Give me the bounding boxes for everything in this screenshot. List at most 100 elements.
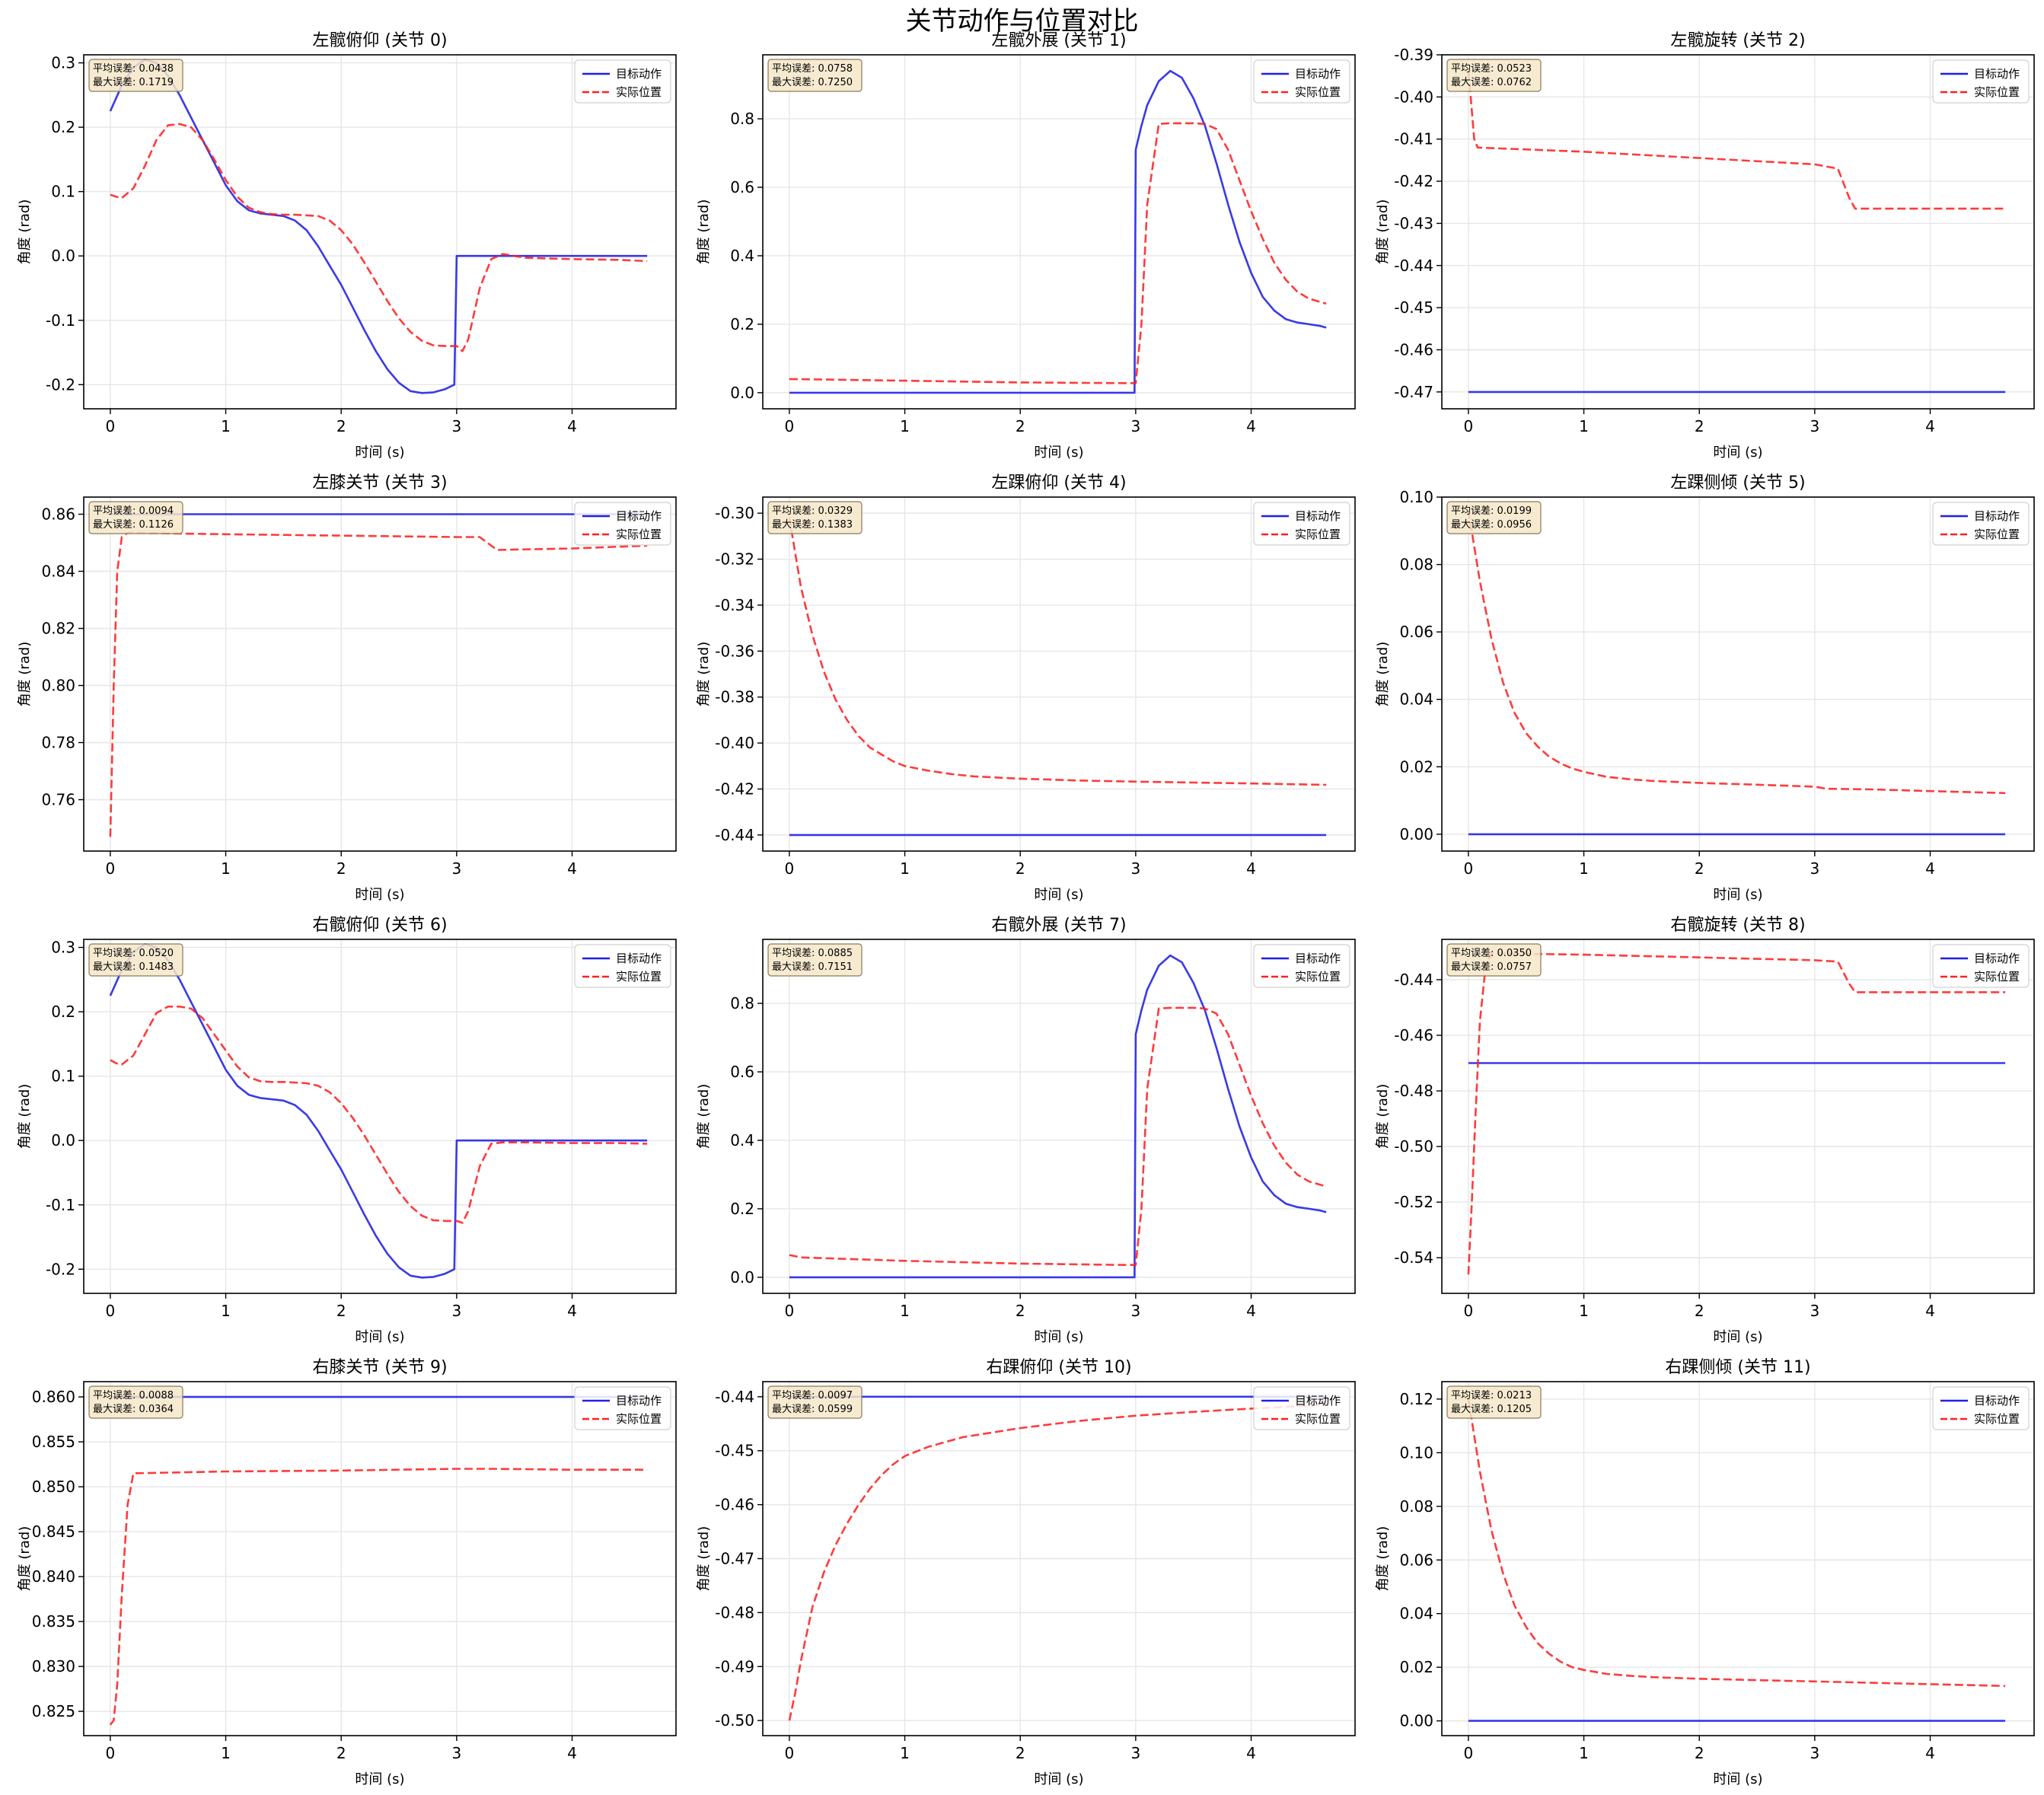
y-tick-label: 0.2 [51, 1003, 75, 1021]
actual-series-line [1467, 510, 2006, 795]
y-tick-label: -0.47 [1394, 383, 1433, 401]
y-tick-label: 0.825 [32, 1702, 75, 1720]
y-tick-label: 0.00 [1399, 825, 1433, 843]
x-tick-label: 2 [336, 1744, 346, 1762]
y-tick-label: -0.50 [1394, 1137, 1433, 1156]
y-tick-label: -0.43 [1394, 214, 1433, 232]
y-axis-label: 角度 (rad) [1375, 642, 1391, 707]
y-tick-label: 0.78 [41, 734, 75, 752]
mean-error-text: 平均误差: 0.0885 [772, 948, 853, 959]
error-box [1446, 943, 1542, 977]
y-tick-label: -0.1 [46, 311, 75, 330]
y-tick-label: 0.0 [730, 384, 754, 402]
x-tick-label: 3 [451, 417, 461, 435]
y-tick-label: -0.42 [715, 780, 754, 798]
y-tick-label: -0.44 [715, 826, 754, 844]
axes-frame [83, 54, 677, 410]
mean-error-text: 平均误差: 0.0520 [93, 948, 174, 959]
x-axis-label: 时间 (s) [1713, 445, 1762, 461]
x-tick-label: 2 [336, 859, 346, 878]
subplot-title: 左髋旋转 (关节 2) [1670, 31, 1805, 50]
x-tick-label: 4 [1925, 417, 1935, 435]
x-axis-label: 时间 (s) [1034, 1329, 1083, 1345]
max-error-text: 最大误差: 0.0599 [772, 1404, 853, 1415]
x-axis-label: 时间 (s) [1034, 887, 1083, 903]
error-box [88, 59, 183, 92]
error-annotation: 平均误差: 0.0885 最大误差: 0.7151 [767, 943, 863, 977]
error-box [1446, 59, 1542, 92]
error-box [767, 1385, 863, 1419]
y-tick-label: -0.34 [715, 596, 754, 614]
error-box [767, 501, 863, 534]
y-tick-label: -0.41 [1394, 130, 1433, 148]
legend-target-label: 目标动作 [1974, 509, 2020, 523]
y-axis-label: 角度 (rad) [17, 1084, 33, 1149]
x-axis-label: 时间 (s) [1034, 445, 1083, 461]
y-tick-label: -0.46 [1394, 1026, 1433, 1044]
x-tick-label: 0 [1464, 1302, 1474, 1320]
plot-area [1442, 497, 2034, 851]
y-tick-label: 0.12 [1399, 1390, 1433, 1408]
x-tick-label: 1 [900, 1744, 910, 1762]
y-axis-label: 角度 (rad) [17, 199, 33, 265]
y-tick-label: 0.830 [32, 1657, 75, 1675]
y-axis-label: 角度 (rad) [696, 1084, 712, 1149]
error-box [767, 59, 863, 92]
x-tick-label: 2 [1016, 417, 1025, 435]
max-error-text: 最大误差: 0.1205 [1451, 1404, 1532, 1415]
y-tick-label: -0.46 [1394, 341, 1433, 359]
target-series-line [789, 954, 1327, 1279]
subplot-title: 右髋旋转 (关节 8) [1670, 916, 1805, 935]
error-annotation: 平均误差: 0.0350 最大误差: 0.0757 [1446, 943, 1542, 977]
plot-area [84, 55, 676, 409]
y-axis-label: 角度 (rad) [17, 1526, 33, 1592]
error-annotation: 平均误差: 0.0097 最大误差: 0.0599 [767, 1385, 863, 1419]
legend-actual-label: 实际位置 [1974, 85, 2020, 99]
y-axis-label: 角度 (rad) [1375, 199, 1391, 265]
legend-target-label: 目标动作 [1974, 952, 2020, 965]
y-tick-label: -0.30 [715, 504, 754, 522]
target-series-line [789, 69, 1327, 394]
subplot-3: 0 1 2 3 4 0.76 0.78 0.80 0.82 0.84 0.86 左膝关节 (关节 3)… [17, 473, 677, 903]
max-error-text: 最大误差: 0.1719 [93, 77, 174, 88]
max-error-text: 最大误差: 0.0364 [93, 1404, 174, 1415]
error-box [88, 501, 183, 534]
mean-error-text: 平均误差: 0.0213 [1451, 1390, 1532, 1401]
subplot-title: 右膝关节 (关节 9) [312, 1358, 447, 1377]
actual-series-line [789, 122, 1327, 384]
x-tick-label: 0 [785, 1302, 795, 1320]
y-tick-label: 0.10 [1399, 488, 1433, 506]
y-tick-label: -0.48 [715, 1603, 754, 1621]
x-axis-label: 时间 (s) [1034, 1771, 1083, 1787]
subplot-2: 0 1 2 3 4 -0.47 -0.46 -0.45 -0.44 -0.43 -0.42 -0.41… [1375, 31, 2035, 461]
error-box [88, 943, 183, 977]
actual-series-line [788, 517, 1327, 786]
x-tick-label: 3 [451, 859, 461, 878]
subplot-8: 0 1 2 3 4 -0.54 -0.52 -0.50 -0.48 -0.46 -0.44 右髋旋转 … [1375, 916, 2035, 1345]
x-tick-label: 4 [1246, 1302, 1256, 1320]
x-tick-label: 4 [567, 1302, 577, 1320]
x-axis-label: 时间 (s) [355, 1771, 404, 1787]
x-tick-label: 0 [106, 1744, 116, 1762]
y-tick-label: 0.02 [1399, 1658, 1433, 1676]
y-tick-label: 0.845 [32, 1522, 75, 1541]
x-tick-label: 1 [221, 859, 231, 878]
actual-series-line [110, 1006, 648, 1224]
y-tick-label: -0.44 [1394, 257, 1433, 275]
legend-target-label: 目标动作 [616, 952, 662, 965]
y-tick-label: 0.835 [32, 1612, 75, 1631]
plot-area [763, 939, 1355, 1293]
error-box [767, 943, 863, 977]
x-tick-label: 1 [1579, 1744, 1589, 1762]
y-tick-label: 0.850 [32, 1478, 75, 1496]
legend-actual-label: 实际位置 [1974, 970, 2020, 984]
x-tick-label: 2 [1695, 417, 1704, 435]
x-tick-label: 4 [1925, 1302, 1935, 1320]
legend-target-label: 目标动作 [1974, 1394, 2020, 1408]
error-annotation: 平均误差: 0.0438 最大误差: 0.1719 [88, 59, 183, 92]
